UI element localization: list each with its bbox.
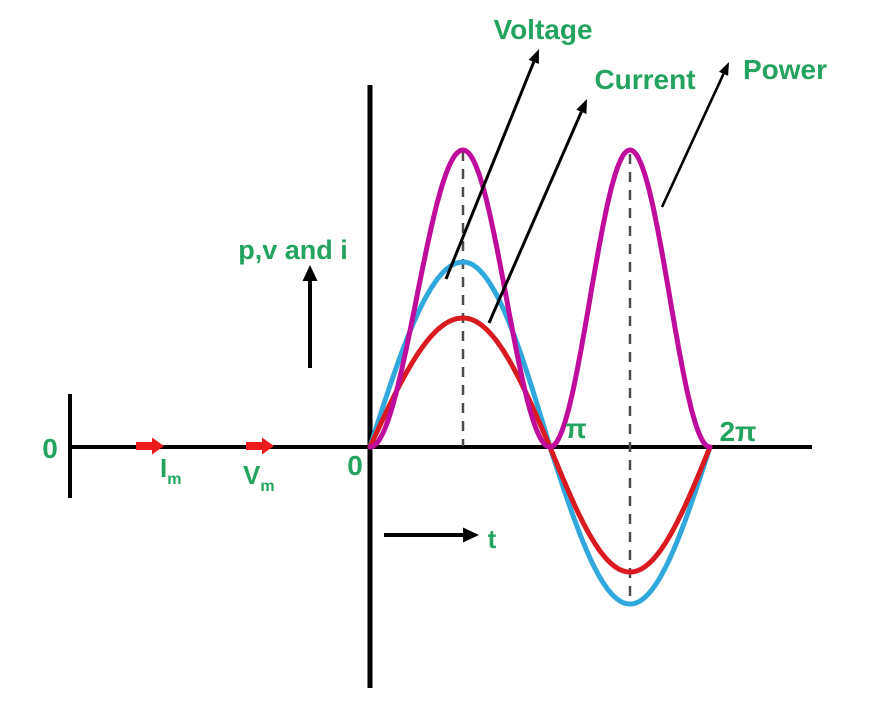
waveform-curves xyxy=(367,147,713,607)
im-phasor-arrow xyxy=(136,437,164,455)
t-axis-label: t xyxy=(488,524,497,554)
dashed-markers xyxy=(461,151,632,604)
current-label: Current xyxy=(594,64,695,95)
vm-label-main: V xyxy=(243,460,261,490)
current-pointer-arrow-shaft xyxy=(487,111,583,324)
zero-left-label: 0 xyxy=(42,433,58,464)
voltage-pointer-arrow-shaft xyxy=(444,61,536,280)
phasor-arrows xyxy=(136,437,274,455)
power-pointer-arrow-head xyxy=(719,62,729,76)
y-axis-direction-arrow-head xyxy=(302,265,318,281)
two-pi-tick-label: 2π xyxy=(719,416,756,447)
vm-phasor-arrow xyxy=(246,437,274,455)
annotation-arrows xyxy=(302,49,729,543)
power-curve xyxy=(367,147,713,450)
im-label-main: I xyxy=(160,453,167,483)
vm-label: Vm xyxy=(243,460,275,495)
origin-zero-label: 0 xyxy=(347,450,363,481)
y-axis-label: p,v and i xyxy=(238,235,348,265)
voltage-label: Voltage xyxy=(493,14,592,45)
t-axis-direction-arrow-head xyxy=(463,527,479,543)
im-label: Im xyxy=(160,453,181,488)
pi-tick-label: π xyxy=(565,413,586,444)
power-label: Power xyxy=(743,54,827,85)
current-pointer-arrow-head xyxy=(576,99,587,115)
power-pointer-arrow-shaft xyxy=(660,73,725,208)
im-label-subscript: m xyxy=(167,471,181,488)
voltage-pointer-arrow-head xyxy=(528,49,539,65)
vm-label-subscript: m xyxy=(260,478,274,495)
